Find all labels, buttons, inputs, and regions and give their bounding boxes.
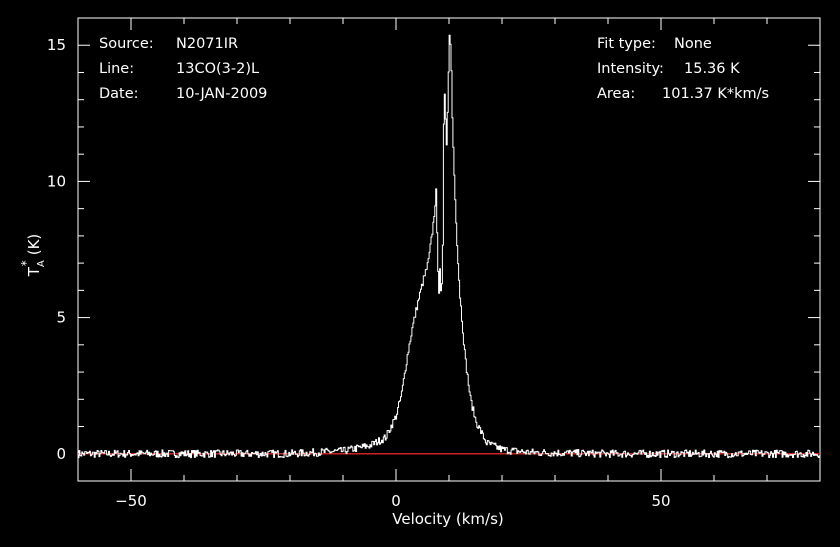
y-label-sub: A xyxy=(36,260,47,267)
x-tick-label: 50 xyxy=(651,492,670,510)
x-axis-label: Velocity (km/s) xyxy=(392,510,503,528)
x-tick-label: 0 xyxy=(391,492,401,510)
spectrum-series xyxy=(78,34,821,459)
source-value: N2071IR xyxy=(176,36,239,52)
date-label: Date: xyxy=(99,86,139,102)
y-tick-label: 0 xyxy=(56,445,66,463)
axis-ticks xyxy=(77,17,821,482)
source-label: Source: xyxy=(99,36,154,52)
intensity-value: 15.36 K xyxy=(684,61,740,77)
area-value: 101.37 K*km/s xyxy=(662,86,770,102)
y-tick-label: 5 xyxy=(56,309,66,327)
date-value: 10-JAN-2009 xyxy=(176,86,268,102)
info-right: Fit type: None Intensity: 15.36 K Area: … xyxy=(597,36,769,148)
y-label-sup: * xyxy=(19,260,33,266)
area-label: Area: xyxy=(597,86,636,102)
spectrum-line xyxy=(78,34,821,459)
svg-text:TA*(K): TA* (K) xyxy=(19,234,47,278)
y-label-unit: (K) xyxy=(25,234,43,256)
y-tick-label: 10 xyxy=(47,172,66,190)
y-axis-label: TA* (K) xyxy=(19,234,47,278)
fit-value: None xyxy=(674,36,712,52)
x-tick-label: −50 xyxy=(115,492,147,510)
y-label-main: T xyxy=(25,266,43,277)
fit-label: Fit type: xyxy=(597,36,656,52)
tick-labels: −50 0 50 0 5 10 15 xyxy=(47,36,671,510)
intensity-label: Intensity: xyxy=(597,61,664,77)
info-left: Source: N2071IR Line: 13CO(3-2)L Date: 1… xyxy=(99,36,267,148)
line-value: 13CO(3-2)L xyxy=(176,61,260,77)
line-label: Line: xyxy=(99,61,135,77)
y-tick-label: 15 xyxy=(47,36,66,54)
